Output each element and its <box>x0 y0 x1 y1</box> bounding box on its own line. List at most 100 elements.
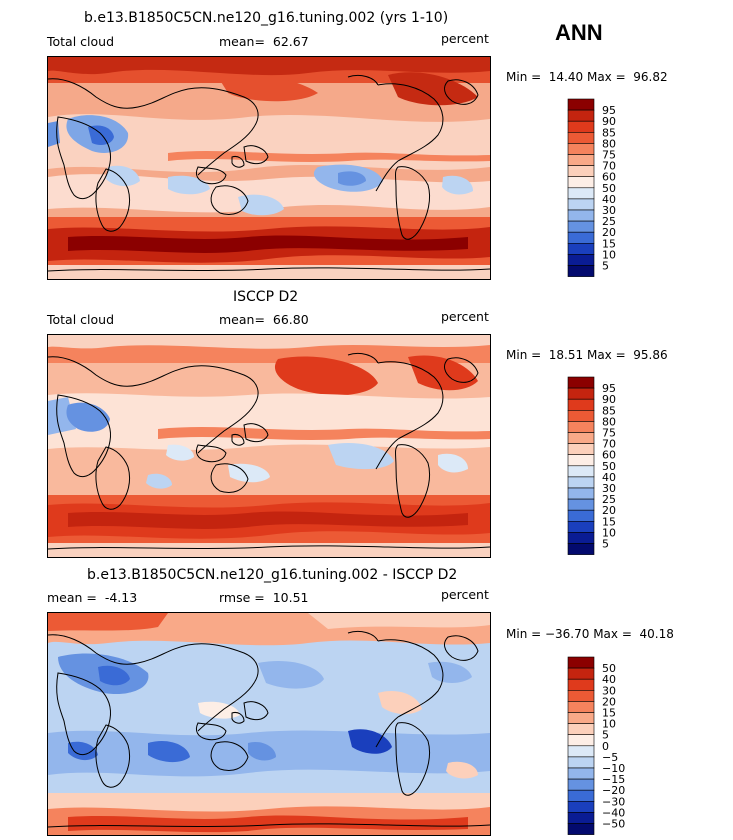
colorbar-2-label-9: 30 <box>602 482 616 495</box>
colorbar-3-swatch-1 <box>567 667 595 680</box>
colorbar-2-label-11: 20 <box>602 504 616 517</box>
panel-3-title: b.e13.B1850C5CN.ne120_g16.tuning.002 - I… <box>87 567 458 583</box>
colorbar-1-label-0: 95 <box>602 104 616 117</box>
colorbar-2-label-8: 40 <box>602 471 616 484</box>
colorbar-2-swatch-13 <box>567 521 595 533</box>
panel-2-mean-label: mean= 66.80 <box>219 312 309 327</box>
colorbar-3-swatch-12 <box>567 789 595 802</box>
colorbar-1-swatch-1 <box>567 109 595 122</box>
panel-1-field-label: Total cloud <box>47 34 115 49</box>
colorbar-3-swatch-3 <box>567 689 595 702</box>
colorbar-3-swatch-2 <box>567 678 595 691</box>
colorbar-2-swatch-0 <box>567 376 595 389</box>
colorbar-1-label-10: 25 <box>602 215 616 228</box>
colorbar-1-label-8: 40 <box>602 193 616 206</box>
panel-2-colorbar: 95 90 85 80 75 70 60 50 40 30 25 20 15 10 5 <box>567 376 648 555</box>
colorbar-1-label-3: 80 <box>602 137 616 150</box>
panel-3-map-svg <box>48 613 490 835</box>
colorbar-1-label-13: 10 <box>602 248 616 261</box>
colorbar-2-swatch-4 <box>567 421 595 433</box>
panel-2-map-svg <box>48 335 490 557</box>
colorbar-1-swatch-12 <box>567 231 595 244</box>
colorbar-1-swatch-15 <box>567 265 595 277</box>
colorbar-3-label-4: 15 <box>602 707 616 720</box>
colorbar-2-swatch-14 <box>567 532 595 544</box>
colorbar-3-label-9: −10 <box>602 762 625 775</box>
panel-1-title: b.e13.B1850C5CN.ne120_g16.tuning.002 (yr… <box>84 10 449 26</box>
colorbar-2-swatch-3 <box>567 409 595 422</box>
colorbar-2-label-3: 80 <box>602 415 616 428</box>
colorbar-1-swatch-9 <box>567 198 595 211</box>
panel-2-map <box>47 334 491 558</box>
colorbar-1-label-9: 30 <box>602 204 616 217</box>
panel-1-minmax: Min = 14.40 Max = 96.82 <box>506 70 668 84</box>
colorbar-1-swatch-3 <box>567 131 595 144</box>
colorbar-1-label-6: 60 <box>602 171 616 184</box>
panel-1-mean-label: mean= 62.67 <box>219 34 309 49</box>
colorbar-2-label-0: 95 <box>602 382 616 395</box>
colorbar-3-swatch-11 <box>567 778 595 791</box>
colorbar-2-swatch-15 <box>567 543 595 555</box>
panel-3-rmse-label: rmse = 10.51 <box>219 590 309 605</box>
colorbar-2-swatch-10 <box>567 487 595 500</box>
colorbar-1-label-2: 85 <box>602 126 616 139</box>
colorbar-3-label-0: 50 <box>602 662 616 675</box>
colorbar-2-swatch-6 <box>567 443 595 455</box>
colorbar-3-label-5: 10 <box>602 718 616 731</box>
colorbar-3-swatch-7 <box>567 734 595 747</box>
colorbar-1-label-7: 50 <box>602 182 616 195</box>
colorbar-3-swatch-4 <box>567 701 595 713</box>
panel-3-colorbar: 50 40 30 20 15 10 5 0 −5 −10 −15 −20 −30 −40 −50 <box>567 656 648 835</box>
colorbar-1-swatch-5 <box>567 154 595 166</box>
colorbar-3-label-12: −30 <box>602 795 625 808</box>
colorbar-1-label-11: 20 <box>602 226 616 239</box>
colorbar-1-swatch-2 <box>567 120 595 133</box>
panel-1-colorbar: 95 90 85 80 75 70 60 50 40 30 25 20 15 10 5 <box>567 98 648 277</box>
season-label: ANN <box>555 20 603 45</box>
colorbar-2-swatch-5 <box>567 432 595 444</box>
colorbar-3-label-8: −5 <box>602 751 618 764</box>
colorbar-1-swatch-13 <box>567 243 595 255</box>
colorbar-2-label-6: 60 <box>602 449 616 462</box>
colorbar-2-swatch-11 <box>567 498 595 511</box>
colorbar-1-swatch-14 <box>567 254 595 266</box>
panel-2-title: ISCCP D2 <box>233 289 299 305</box>
colorbar-3-label-3: 20 <box>602 695 616 708</box>
panel-1-map <box>47 56 491 280</box>
colorbar-3-label-11: −20 <box>602 784 625 797</box>
panel-3-minmax: Min = −36.70 Max = 40.18 <box>506 627 674 641</box>
colorbar-1-label-4: 75 <box>602 149 616 162</box>
colorbar-3-swatch-14 <box>567 812 595 824</box>
colorbar-2-swatch-2 <box>567 398 595 411</box>
colorbar-1-swatch-6 <box>567 165 595 177</box>
colorbar-3-label-10: −15 <box>602 773 625 786</box>
colorbar-1-swatch-11 <box>567 220 595 233</box>
colorbar-2-swatch-8 <box>567 465 595 478</box>
colorbar-1-swatch-8 <box>567 187 595 200</box>
panel-3-mean-label: mean = -4.13 <box>47 590 138 605</box>
colorbar-2-label-14: 5 <box>602 538 609 551</box>
colorbar-2-swatch-7 <box>567 454 595 467</box>
colorbar-3-swatch-8 <box>567 745 595 758</box>
colorbar-2-label-13: 10 <box>602 526 616 539</box>
colorbar-3-label-13: −40 <box>602 806 625 819</box>
colorbar-2-label-2: 85 <box>602 404 616 417</box>
colorbar-1-swatch-10 <box>567 209 595 222</box>
colorbar-3-label-6: 5 <box>602 729 609 742</box>
colorbar-1-swatch-7 <box>567 176 595 189</box>
panel-2-units-label: percent <box>441 309 489 324</box>
colorbar-2-label-1: 90 <box>602 393 616 406</box>
colorbar-2-label-7: 50 <box>602 460 616 473</box>
panel-1-units-label: percent <box>441 31 489 46</box>
colorbar-1-swatch-4 <box>567 143 595 155</box>
colorbar-3-swatch-15 <box>567 823 595 835</box>
colorbar-2-label-5: 70 <box>602 438 616 451</box>
colorbar-3-swatch-6 <box>567 723 595 735</box>
colorbar-3-swatch-10 <box>567 767 595 780</box>
colorbar-2-label-10: 25 <box>602 493 616 506</box>
colorbar-2-label-12: 15 <box>602 515 616 528</box>
colorbar-3-swatch-9 <box>567 756 595 769</box>
